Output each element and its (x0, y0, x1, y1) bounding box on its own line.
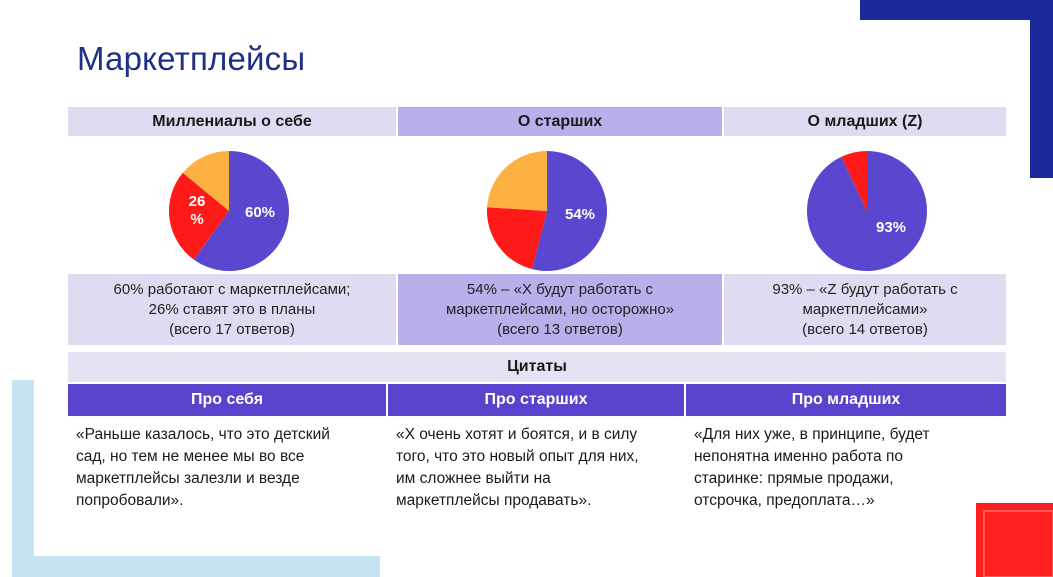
corner-decoration-top-right (860, 0, 1053, 178)
quote-line: сад, но тем не менее мы во все (76, 448, 305, 465)
quote-line: им сложнее выйти на (396, 470, 551, 487)
quote-line: непонятна именно работа по (694, 448, 903, 465)
quote-line: попробовали». (76, 492, 184, 509)
column-header-juniors: О младших (Z) (724, 107, 1006, 136)
quote-text-seniors: «X очень хотят и боятся, и в силу того, … (396, 424, 684, 512)
caption-line: маркетплейсами» (802, 300, 928, 318)
pie-slice-juniors-0 (806, 151, 927, 271)
pie-label-seniors-0: 54% (565, 206, 595, 223)
column-header-seniors: О старших (398, 107, 722, 136)
caption-line: (всего 13 ответов) (497, 320, 623, 338)
quote-line: «Раньше казалось, что это детский (76, 426, 330, 443)
quotes-section-title: Цитаты (68, 352, 1006, 382)
caption-line: 54% – «X будут работать с (466, 280, 654, 298)
quote-header-seniors: Про старших (388, 384, 684, 416)
pie-chart-seniors: 54% (487, 151, 608, 271)
pie-slice-millennials-2 (182, 151, 229, 211)
quote-line: старинке: прямые продажи, (694, 470, 894, 487)
caption-juniors: 93% – «Z будут работать с маркетплейсами… (724, 274, 1006, 345)
pie-slice-seniors-1 (487, 207, 547, 270)
pie-slice-seniors-0 (532, 151, 608, 271)
caption-line: 93% – «Z будут работать с (772, 280, 958, 298)
pie-slice-millennials-1 (168, 172, 229, 260)
page-title: Маркетплейсы (77, 40, 306, 77)
pie-slice-millennials-0 (193, 151, 289, 271)
caption-line: 60% работают с маркетплейсами; (113, 280, 351, 298)
column-header-millennials: Миллениалы о себе (68, 107, 396, 136)
quote-line: отсрочка, предоплата…» (694, 492, 875, 509)
quote-header-juniors: Про младших (686, 384, 1006, 416)
corner-decoration-bottom-left (12, 380, 380, 577)
pie-chart-millennials: 60% 26% (168, 151, 289, 271)
caption-line: (всего 14 ответов) (802, 320, 928, 338)
caption-line: маркетплейсами, но осторожно» (445, 300, 675, 318)
pie-label-juniors-0: 93% (876, 219, 906, 236)
quote-line: маркетплейсы залезли и везде (76, 470, 300, 487)
quote-line: «X очень хотят и боятся, и в силу (396, 426, 638, 443)
corner-decoration-bottom-right (976, 503, 1053, 577)
quote-header-self: Про себя (68, 384, 386, 416)
pie-slice-seniors-2 (487, 151, 547, 211)
quote-line: «Для них уже, в принципе, будет (694, 426, 930, 443)
caption-seniors: 54% – «X будут работать с маркетплейсами… (398, 274, 722, 345)
pie-label-millennials-1: 26% (189, 193, 206, 228)
caption-line: (всего 17 ответов) (169, 320, 295, 338)
pie-chart-juniors: 93% (806, 151, 927, 271)
caption-millennials: 60% работают с маркетплейсами; 26% ставя… (68, 274, 396, 345)
quote-text-self: «Раньше казалось, что это детский сад, н… (76, 424, 382, 512)
caption-line: 26% ставят это в планы (148, 300, 316, 318)
quote-text-juniors: «Для них уже, в принципе, будет непонятн… (694, 424, 1000, 512)
pie-label-millennials-0: 60% (245, 204, 275, 221)
quote-line: того, что это новый опыт для них, (396, 448, 639, 465)
pie-slice-juniors-1 (841, 151, 867, 211)
quote-line: маркетплейсы продавать». (396, 492, 592, 509)
